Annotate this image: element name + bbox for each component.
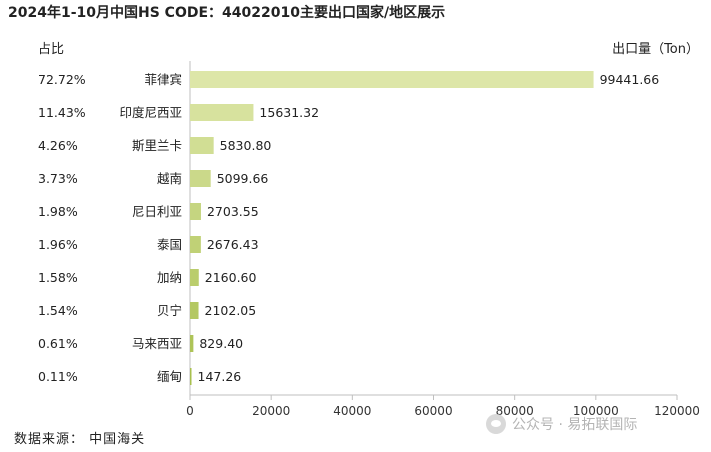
bar <box>190 71 594 88</box>
x-tick-label: 80000 <box>496 404 534 418</box>
data-label: 15631.32 <box>259 105 319 120</box>
data-label: 5830.80 <box>220 138 272 153</box>
bar <box>190 302 199 319</box>
share-label: 11.43% <box>38 105 86 120</box>
x-tick-label: 40000 <box>333 404 371 418</box>
data-label: 2676.43 <box>207 237 259 252</box>
share-label: 4.26% <box>38 138 78 153</box>
category-label: 印度尼西亚 <box>119 105 182 120</box>
share-label: 1.54% <box>38 303 78 318</box>
share-label: 1.96% <box>38 237 78 252</box>
share-label: 1.58% <box>38 270 78 285</box>
chart-title: 2024年1-10月中国HS CODE：44022010主要出口国家/地区展示 <box>8 5 446 21</box>
data-label: 2703.55 <box>207 204 259 219</box>
category-label: 加纳 <box>157 270 182 285</box>
bar <box>190 104 254 121</box>
share-label: 0.11% <box>38 369 78 384</box>
bar <box>190 203 201 220</box>
category-label: 越南 <box>157 171 182 186</box>
bar <box>190 335 194 352</box>
category-label: 马来西亚 <box>132 336 182 351</box>
data-label: 147.26 <box>198 369 242 384</box>
data-label: 5099.66 <box>217 171 269 186</box>
category-label: 泰国 <box>157 237 182 252</box>
data-label: 2102.05 <box>205 303 257 318</box>
bar <box>190 236 201 253</box>
data-label: 2160.60 <box>205 270 257 285</box>
wechat-icon <box>486 414 506 434</box>
share-label: 1.98% <box>38 204 78 219</box>
category-label: 斯里兰卡 <box>132 138 182 153</box>
share-label: 3.73% <box>38 171 78 186</box>
source-note: 数据来源： 中国海关 <box>14 432 146 447</box>
bar <box>190 368 192 385</box>
x-tick-label: 120000 <box>654 404 700 418</box>
x-tick-label: 0 <box>186 404 194 418</box>
category-label: 菲律宾 <box>144 72 182 87</box>
data-label: 99441.66 <box>600 72 660 87</box>
share-column-header: 占比 <box>38 42 65 57</box>
bar <box>190 269 199 286</box>
bar <box>190 137 214 154</box>
watermark-text: 公众号 · 易拓联国际 <box>512 417 638 433</box>
watermark: 公众号 · 易拓联国际 <box>486 414 637 434</box>
share-label: 72.72% <box>38 72 86 87</box>
x-tick-label: 100000 <box>573 404 619 418</box>
unit-label: 出口量（Ton） <box>612 42 699 57</box>
bar <box>190 170 211 187</box>
data-label: 829.40 <box>199 336 243 351</box>
x-tick-label: 60000 <box>414 404 452 418</box>
category-label: 尼日利亚 <box>132 204 182 219</box>
category-label: 贝宁 <box>157 303 182 318</box>
x-tick-label: 20000 <box>252 404 290 418</box>
category-label: 缅甸 <box>157 369 182 384</box>
share-label: 0.61% <box>38 336 78 351</box>
